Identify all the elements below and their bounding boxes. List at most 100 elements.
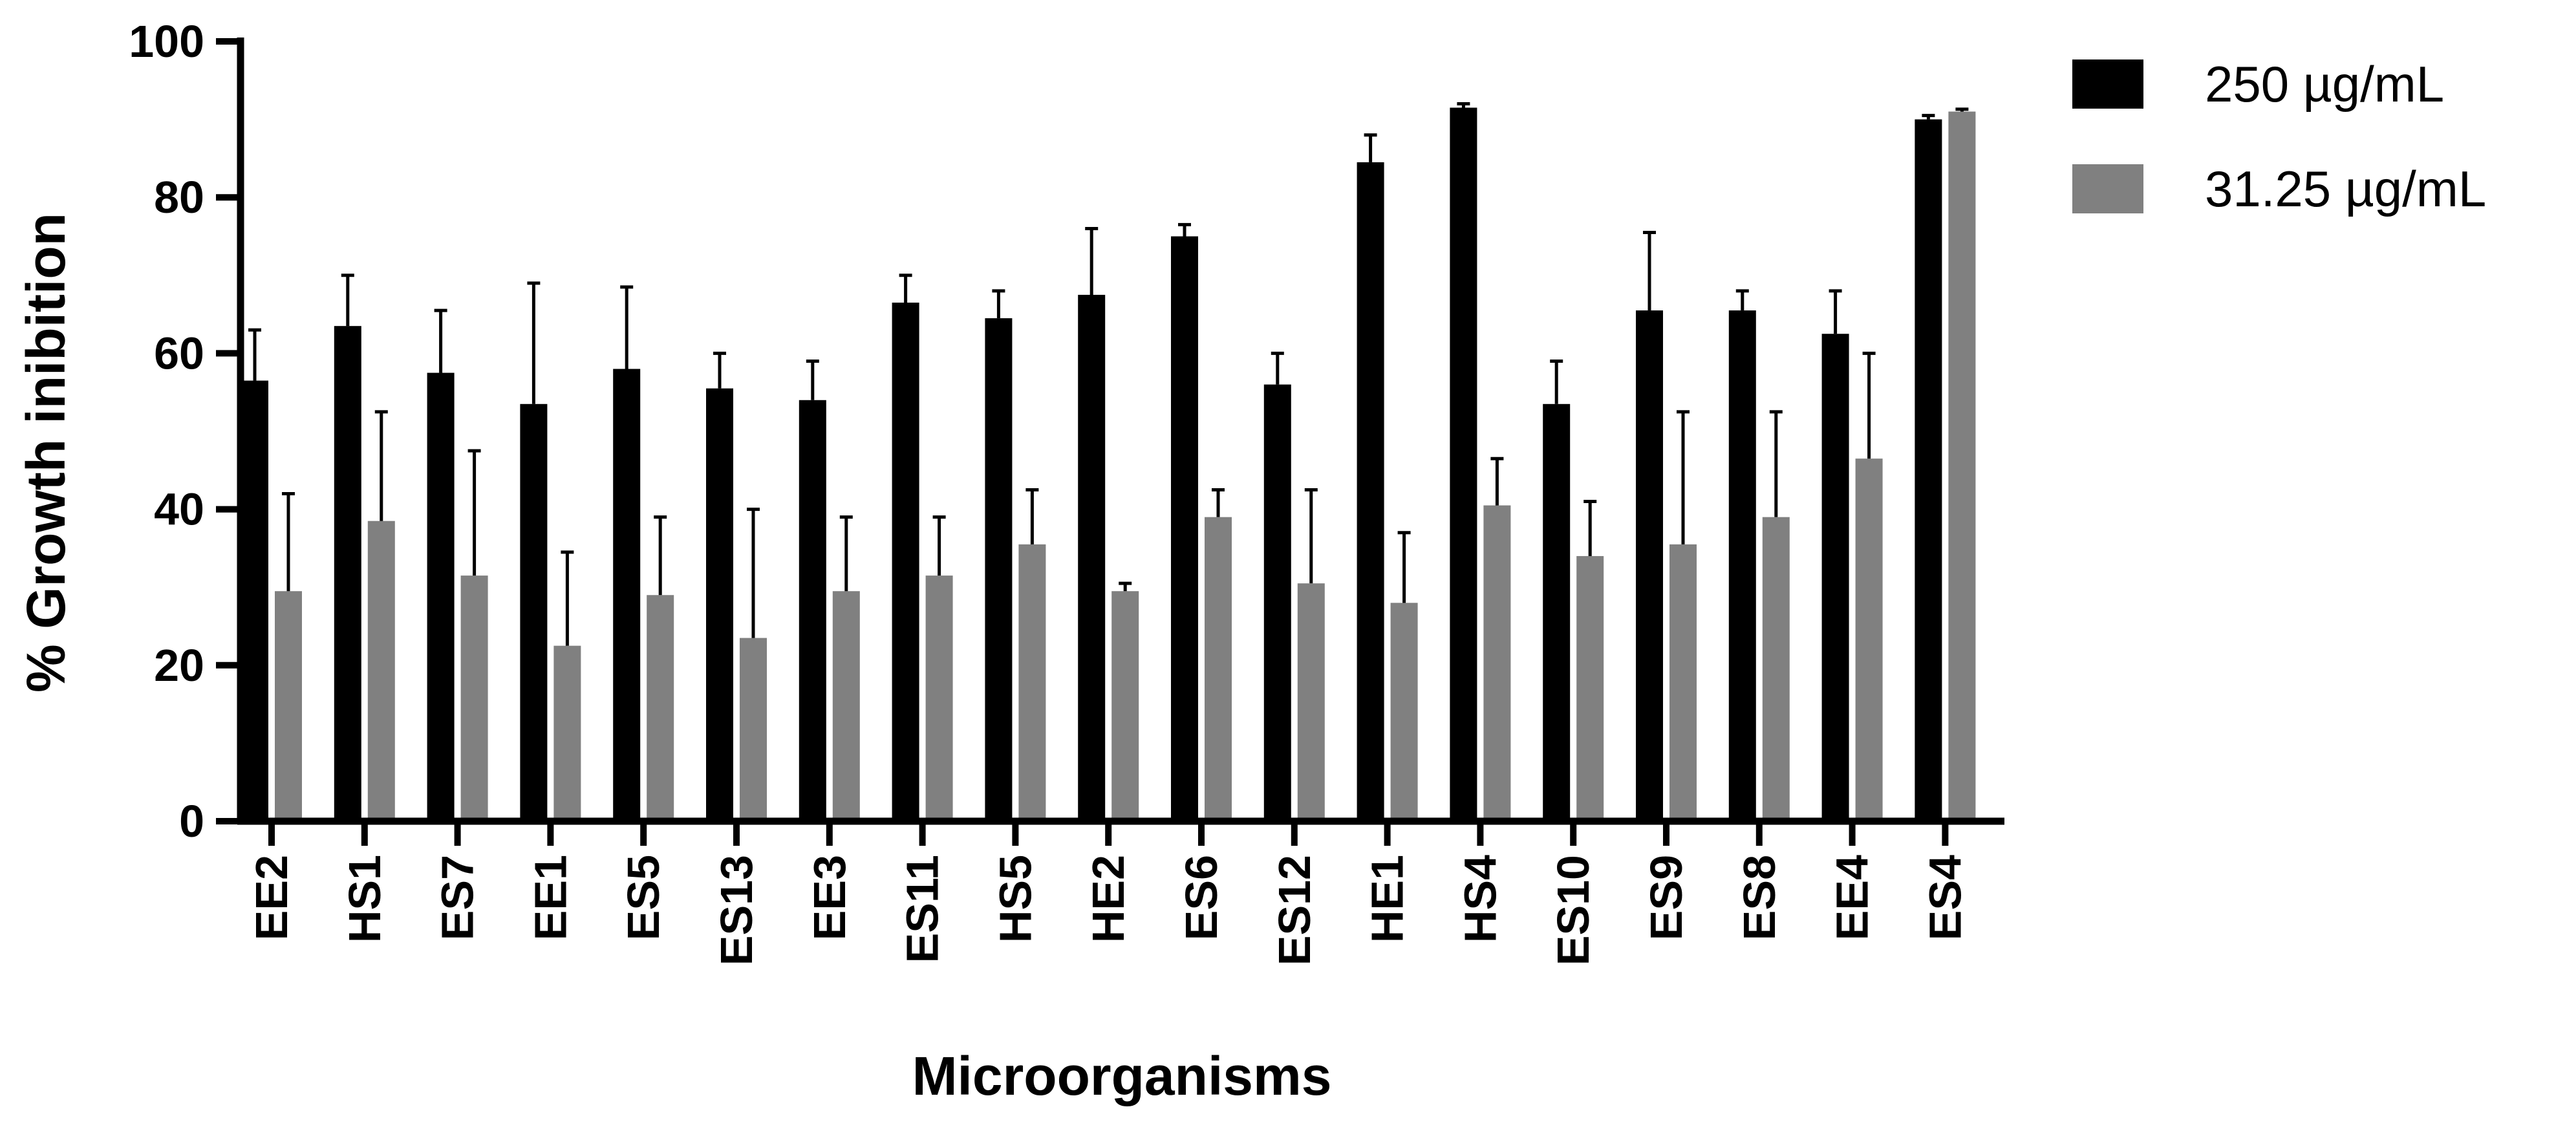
bar-low-es6 — [1205, 517, 1232, 821]
error-bar-high-ee4 — [1829, 289, 1842, 334]
error-bar-low-hs4 — [1490, 457, 1504, 506]
x-tick-label: ES8 — [1734, 855, 1785, 940]
error-bar-low-es13 — [747, 508, 760, 638]
error-bar-low-ee1 — [561, 550, 574, 646]
bar-high-es9 — [1636, 310, 1663, 821]
bar-high-es6 — [1171, 236, 1198, 821]
x-tick-label: ES11 — [897, 855, 948, 963]
error-bar-low-he2 — [1119, 581, 1132, 592]
y-tick-label: 40 — [154, 484, 204, 535]
bar-low-es12 — [1297, 583, 1325, 821]
error-bar-high-ee1 — [527, 281, 541, 404]
plot-area — [241, 102, 1976, 822]
legend-label: 31.25 µg/mL — [2205, 160, 2486, 217]
x-tick-label: ES13 — [711, 855, 762, 965]
error-bar-low-ee4 — [1862, 351, 1876, 459]
x-tick-label: HS5 — [990, 855, 1040, 943]
bar-low-es4 — [1948, 111, 1976, 821]
error-bar-low-ee3 — [839, 515, 853, 592]
error-bar-high-hs4 — [1457, 102, 1470, 108]
legend-swatch — [2072, 164, 2143, 213]
legend-swatch — [2072, 59, 2143, 109]
bar-high-es13 — [706, 388, 733, 821]
bar-high-hs1 — [334, 326, 361, 821]
x-tick-label: ES9 — [1641, 855, 1691, 940]
legend-label: 250 µg/mL — [2205, 56, 2444, 113]
error-bar-low-es12 — [1304, 488, 1318, 584]
y-tick-label: 60 — [154, 328, 204, 378]
bar-high-es12 — [1263, 384, 1291, 821]
bar-high-ee4 — [1821, 334, 1849, 821]
y-tick-label: 0 — [179, 796, 204, 846]
bar-high-es10 — [1543, 403, 1571, 821]
error-bar-high-es10 — [1550, 359, 1563, 404]
error-bar-high-es9 — [1643, 230, 1656, 311]
error-bar-high-hs5 — [992, 289, 1005, 319]
y-tick-label: 20 — [154, 640, 204, 691]
y-axis: 0 20 40 60 80 100 — [129, 16, 244, 846]
error-bar-low-es11 — [932, 515, 946, 576]
x-tick-label: ES10 — [1548, 855, 1598, 965]
error-bar-low-es5 — [654, 515, 667, 596]
bar-low-ee3 — [832, 591, 860, 821]
legend-item: 250 µg/mL — [2072, 56, 2444, 113]
error-bar-high-ee3 — [806, 359, 819, 400]
bar-high-es7 — [427, 372, 455, 821]
bar-low-ee2 — [275, 591, 302, 821]
error-bar-high-es7 — [434, 308, 447, 373]
y-tick-label: 80 — [154, 172, 204, 222]
x-tick-label: EE3 — [804, 855, 855, 940]
error-bar-low-hs1 — [374, 410, 388, 521]
bar-low-es11 — [925, 575, 953, 821]
error-bar-high-he1 — [1364, 133, 1377, 162]
bar-high-hs5 — [985, 318, 1013, 821]
error-bar-low-es8 — [1769, 410, 1783, 517]
x-tick-label: ES4 — [1920, 855, 1970, 940]
legend-item: 31.25 µg/mL — [2072, 160, 2486, 217]
x-axis: EE2 HS1 ES7 EE1 ES5 ES13 EE3 ES11 HS5 HE2 ES6 ES12 H… — [237, 817, 2004, 965]
error-bar-low-ee2 — [282, 491, 295, 592]
error-bar-low-es10 — [1583, 500, 1597, 556]
x-tick-label: ES6 — [1176, 855, 1227, 940]
error-bar-high-es11 — [899, 274, 912, 303]
bar-low-ee1 — [553, 645, 581, 821]
x-tick-label: EE1 — [525, 855, 575, 940]
error-bar-low-es7 — [467, 449, 481, 576]
x-tick-label: EE2 — [246, 855, 297, 940]
x-tick-label: EE4 — [1827, 855, 1878, 940]
error-bar-low-es4 — [1955, 107, 1969, 112]
y-tick-label: 100 — [129, 16, 204, 67]
x-tick-label: HS1 — [339, 855, 390, 943]
bar-high-ee1 — [520, 403, 548, 821]
x-tick-label: HE2 — [1083, 855, 1133, 943]
bar-low-he2 — [1111, 591, 1139, 821]
error-bar-high-es6 — [1178, 222, 1191, 237]
x-axis-title: Microorganisms — [912, 1046, 1332, 1106]
error-bar-high-es12 — [1271, 351, 1284, 385]
bar-high-es8 — [1728, 310, 1756, 821]
error-bar-high-es5 — [620, 285, 634, 369]
bar-low-hs4 — [1483, 505, 1511, 821]
bar-low-es7 — [460, 575, 488, 821]
x-tick-label: HS4 — [1455, 855, 1505, 943]
legend: 250 µg/mL 31.25 µg/mL — [2072, 56, 2486, 217]
error-bar-high-es4 — [1922, 114, 1935, 120]
error-bar-low-he1 — [1397, 531, 1411, 603]
error-bar-low-es6 — [1212, 488, 1225, 517]
x-tick-label: ES5 — [618, 855, 669, 940]
bar-low-es10 — [1576, 555, 1604, 821]
x-tick-label: HE1 — [1362, 855, 1413, 943]
bar-low-es5 — [647, 595, 674, 821]
bar-low-es13 — [740, 638, 767, 821]
bar-low-he1 — [1390, 603, 1418, 821]
bar-low-ee4 — [1855, 458, 1883, 821]
bar-high-es11 — [892, 303, 919, 821]
error-bar-high-he2 — [1085, 226, 1099, 295]
error-bar-high-es13 — [713, 351, 726, 389]
bar-high-he1 — [1357, 162, 1384, 821]
bar-high-ee3 — [799, 400, 826, 821]
bar-low-hs5 — [1018, 544, 1046, 821]
bar-high-es4 — [1915, 119, 1942, 822]
error-bar-low-es9 — [1677, 410, 1690, 544]
